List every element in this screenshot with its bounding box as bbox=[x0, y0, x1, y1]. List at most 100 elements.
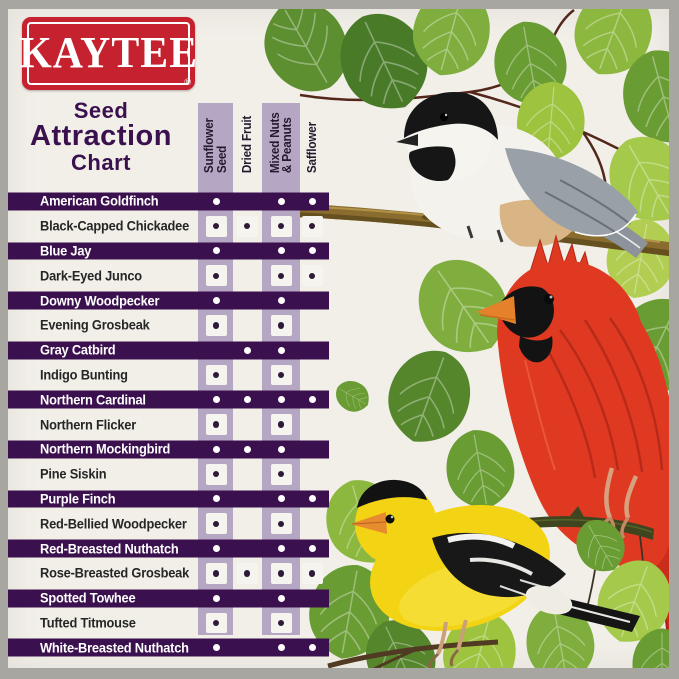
attraction-dot bbox=[277, 470, 284, 478]
attraction-dot bbox=[277, 247, 285, 255]
attraction-dot bbox=[212, 495, 220, 503]
column-header-dried-fruit: Dried Fruit bbox=[239, 115, 254, 174]
attraction-dot bbox=[277, 644, 285, 652]
attraction-dot bbox=[277, 445, 285, 453]
title-line-attraction: Attraction bbox=[30, 120, 172, 152]
attraction-dot bbox=[212, 570, 219, 577]
attraction-dot bbox=[212, 371, 219, 379]
attraction-dot bbox=[212, 421, 219, 428]
table-row: Northern Flicker bbox=[8, 412, 329, 437]
attraction-dot bbox=[277, 222, 284, 230]
attraction-dot bbox=[308, 495, 316, 503]
attraction-dot bbox=[308, 396, 316, 404]
seed-attraction-table: American Goldfinch Black-Capped Chickadee… bbox=[8, 189, 329, 661]
attraction-dot bbox=[308, 247, 316, 255]
attraction-dot bbox=[308, 545, 316, 553]
table-row: White-Breasted Nuthatch bbox=[8, 635, 329, 661]
table-row: Red-Breasted Nuthatch bbox=[8, 536, 329, 561]
attraction-dot bbox=[277, 520, 284, 527]
attraction-dot bbox=[277, 421, 284, 428]
attraction-dot bbox=[212, 594, 220, 602]
attraction-dot bbox=[277, 396, 285, 404]
bird-name: Spotted Towhee bbox=[40, 590, 136, 606]
table-row: Evening Grosbeak bbox=[8, 313, 329, 338]
attraction-dot bbox=[277, 346, 285, 354]
attraction-dot bbox=[212, 445, 220, 453]
attraction-dot bbox=[277, 197, 285, 205]
attraction-dot bbox=[212, 247, 220, 255]
bird-name: Indigo Bunting bbox=[40, 367, 128, 383]
attraction-dot bbox=[277, 545, 285, 553]
table-row: Red-Bellied Woodpecker bbox=[8, 511, 329, 536]
bird-name: Gray Catbird bbox=[40, 342, 116, 358]
bird-name: Black-Capped Chickadee bbox=[40, 218, 190, 234]
attraction-dot bbox=[308, 272, 315, 280]
bird-name: Blue Jay bbox=[40, 243, 92, 259]
attraction-dot bbox=[308, 197, 316, 205]
attraction-dot bbox=[212, 470, 219, 478]
attraction-dot bbox=[277, 619, 284, 627]
attraction-dot bbox=[277, 272, 284, 280]
table-row: Rose-Breasted Grosbeak bbox=[8, 561, 329, 586]
registered-trademark-symbol: ® bbox=[184, 77, 191, 87]
attraction-dot bbox=[277, 297, 285, 305]
table-row: Northern Mockingbird bbox=[8, 436, 329, 462]
column-header-sunflower-seed: Sunflower Seed bbox=[202, 118, 229, 174]
attraction-dot bbox=[212, 545, 220, 553]
bird-artwork bbox=[8, 9, 669, 668]
kaytee-logo: KAYTEE ® bbox=[19, 17, 198, 90]
black-capped-chickadee-illustration bbox=[396, 92, 648, 258]
bird-name: American Goldfinch bbox=[40, 193, 159, 209]
attraction-dot bbox=[243, 222, 250, 230]
column-header-mixed-nuts-peanuts: Mixed Nuts & Peanuts bbox=[267, 112, 295, 174]
kaytee-logo-text: KAYTEE bbox=[19, 27, 198, 77]
american-goldfinch-illustration bbox=[350, 479, 640, 668]
attraction-dot bbox=[277, 322, 284, 329]
table-row: Downy Woodpecker bbox=[8, 288, 329, 313]
page-title: Seed Attraction Chart bbox=[10, 99, 192, 175]
attraction-dot bbox=[308, 644, 316, 652]
bird-name: Red-Breasted Nuthatch bbox=[40, 541, 179, 557]
attraction-dot bbox=[308, 222, 315, 230]
attraction-dot bbox=[243, 346, 251, 354]
table-row: Pine Siskin bbox=[8, 462, 329, 487]
table-row: Purple Finch bbox=[8, 486, 329, 512]
attraction-dot bbox=[243, 396, 251, 404]
bird-name: Red-Bellied Woodpecker bbox=[40, 516, 187, 532]
northern-cardinal-illustration bbox=[476, 234, 669, 666]
bird-name: Downy Woodpecker bbox=[40, 293, 160, 309]
attraction-dot bbox=[277, 495, 285, 503]
attraction-dot bbox=[212, 619, 219, 627]
bird-name: White-Breasted Nuthatch bbox=[40, 640, 189, 656]
attraction-dot bbox=[212, 272, 219, 280]
table-row: Blue Jay bbox=[8, 238, 329, 264]
attraction-dot bbox=[212, 197, 220, 205]
bird-name: Northern Cardinal bbox=[40, 392, 146, 408]
attraction-dot bbox=[277, 371, 284, 379]
attraction-dot bbox=[212, 644, 220, 652]
bird-name: Tufted Titmouse bbox=[40, 615, 136, 631]
table-row: American Goldfinch bbox=[8, 189, 329, 214]
table-row: Northern Cardinal bbox=[8, 387, 329, 413]
table-row: Spotted Towhee bbox=[8, 585, 329, 611]
attraction-dot bbox=[277, 570, 284, 577]
table-row: Black-Capped Chickadee bbox=[8, 214, 329, 239]
attraction-dot bbox=[212, 297, 220, 305]
table-row: Dark-Eyed Junco bbox=[8, 263, 329, 288]
attraction-dot bbox=[277, 594, 285, 602]
attraction-dot bbox=[243, 570, 250, 577]
bird-name: Rose-Breasted Grosbeak bbox=[40, 565, 190, 581]
attraction-dot bbox=[212, 322, 219, 329]
bird-name: Pine Siskin bbox=[40, 466, 107, 482]
bird-name: Northern Mockingbird bbox=[40, 441, 171, 457]
attraction-dot bbox=[243, 445, 251, 453]
title-line-seed: Seed bbox=[73, 98, 129, 123]
attraction-dot bbox=[308, 570, 315, 577]
title-line-chart: Chart bbox=[71, 150, 131, 175]
table-row: Tufted Titmouse bbox=[8, 611, 329, 636]
attraction-dot bbox=[212, 396, 220, 404]
attraction-dot bbox=[212, 520, 219, 527]
table-row: Indigo Bunting bbox=[8, 363, 329, 388]
bird-name: Northern Flicker bbox=[40, 417, 137, 433]
